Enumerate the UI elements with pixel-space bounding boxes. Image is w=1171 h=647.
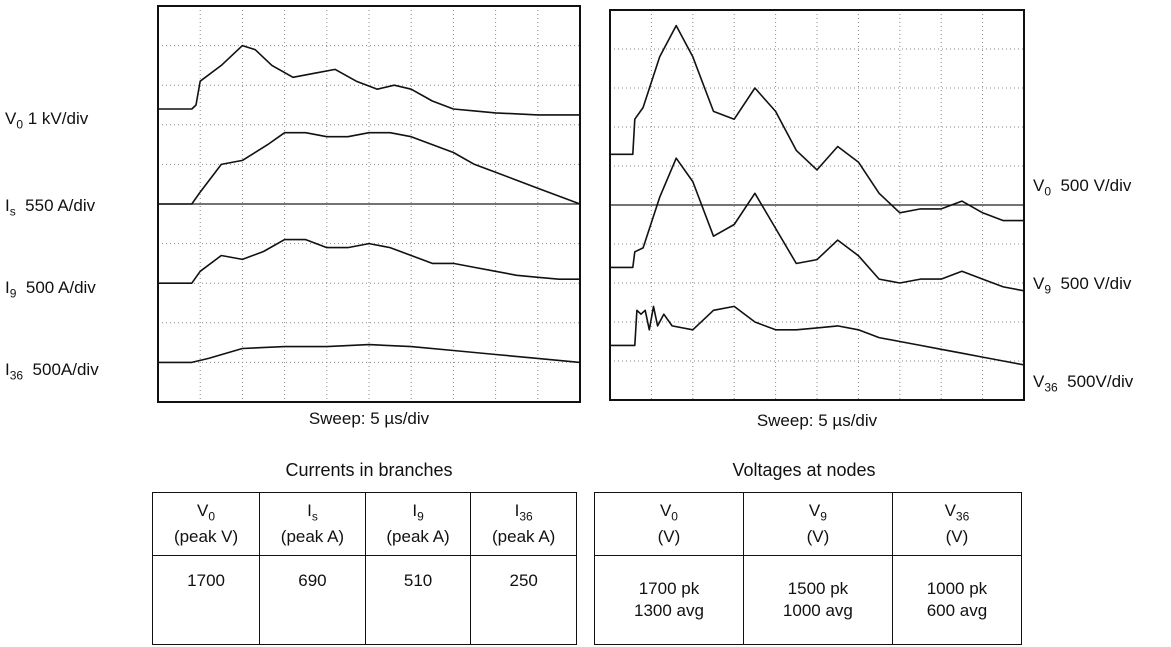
trace-3	[610, 305, 1025, 366]
value-cell-i36: 250	[470, 555, 577, 645]
header-cell-i36: I36 (peak A)	[470, 492, 577, 556]
header-cell-v36: V36 (V)	[891, 492, 1023, 556]
table-header-row: V0 (V) V9 (V) V36 (V)	[594, 492, 1023, 556]
trace-1	[158, 44, 580, 116]
table-header-row: V0 (peak V) Is (peak A) I9 (peak A) I36 …	[151, 492, 577, 556]
right-sweep-label: Sweep: 5 µs/div	[756, 411, 878, 430]
right-channel-label-v9: V9 500 V/div	[1033, 274, 1132, 297]
right-channel-label-v0: V0 500 V/div	[1033, 176, 1132, 199]
table-row: 1700 690 510 250	[151, 555, 577, 645]
right-channel-label-v36: V36 500V/div	[1033, 372, 1134, 395]
left-oscilloscope-plot	[157, 5, 581, 403]
currents-table: V0 (peak V) Is (peak A) I9 (peak A) I36 …	[151, 492, 577, 645]
value-cell-v0: 1700 pk 1300 avg	[594, 555, 744, 645]
header-cell-v0: V0 (peak V)	[151, 492, 261, 556]
currents-table-title: Currents in branches	[285, 460, 453, 480]
trace-4	[158, 343, 581, 364]
value-cell-v36: 1000 pk 600 avg	[891, 555, 1023, 645]
header-cell-v9: V9 (V)	[742, 492, 893, 556]
left-channel-label-is: Is 550 A/div	[5, 196, 96, 219]
left-channel-label-v0: V0 1 kV/div	[5, 109, 89, 132]
right-oscilloscope-plot	[609, 9, 1025, 401]
value-cell-i9: 510	[364, 555, 472, 645]
header-cell-i9: I9 (peak A)	[364, 492, 472, 556]
table-row: 1700 pk 1300 avg 1500 pk 1000 avg 1000 pk 6…	[594, 555, 1023, 645]
left-channel-label-i9: I9 500 A/div	[5, 278, 96, 301]
voltages-table: V0 (V) V9 (V) V36 (V) 1700 pk 1300 avg 15…	[594, 492, 1023, 645]
left-channel-label-i36: I36 500A/div	[5, 360, 99, 383]
value-cell-v9: 1500 pk 1000 avg	[742, 555, 893, 645]
value-cell-v0: 1700	[151, 555, 261, 645]
value-cell-is: 690	[259, 555, 366, 645]
voltages-table-title: Voltages at nodes	[732, 460, 876, 480]
trace-3	[158, 238, 580, 285]
scope-frame	[157, 5, 581, 403]
header-cell-v0: V0 (V)	[594, 492, 744, 556]
header-cell-is: Is (peak A)	[259, 492, 366, 556]
trace-2	[610, 157, 1025, 292]
trace-2	[158, 131, 581, 205]
left-sweep-label: Sweep: 5 µs/div	[308, 409, 430, 428]
trace-1	[610, 24, 1024, 222]
scope-frame	[609, 9, 1025, 401]
